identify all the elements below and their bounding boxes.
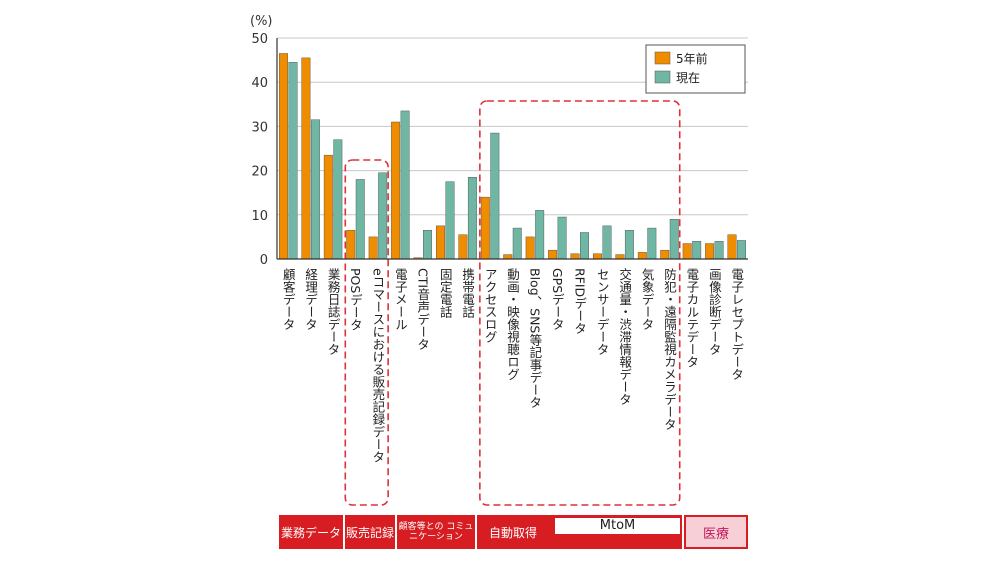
bar: [503, 254, 513, 260]
bar: [570, 253, 580, 260]
bar: [602, 225, 612, 260]
bar: [615, 254, 625, 260]
bar: [310, 119, 320, 260]
bar: [737, 240, 746, 260]
category-label: eコマースにおける販売記録データ: [370, 268, 385, 463]
category-label: CTI音声データ: [415, 268, 430, 351]
category-label: 動画・映像視聴ログ: [505, 268, 520, 381]
category-label: 電子メール: [393, 268, 408, 331]
category-label: 交通量・渋滞情報データ: [617, 267, 632, 406]
category-label: 経理データ: [303, 268, 318, 331]
bar: [525, 236, 535, 260]
bar: [580, 232, 589, 260]
bar: [378, 172, 388, 260]
bar: [637, 252, 647, 260]
y-axis-ticks: 0 10 20 30 40 50: [251, 32, 268, 268]
group-label-sales: 販売記録: [345, 515, 395, 549]
group-label-medical: 医療: [684, 515, 748, 549]
y-tick-label: 20: [251, 165, 268, 180]
bar: [467, 177, 477, 260]
bar: [355, 179, 365, 260]
bar: [423, 230, 432, 260]
bar: [445, 181, 455, 260]
legend-swatch-5years-ago: [654, 51, 671, 65]
bar: [279, 53, 288, 260]
category-label: 固定電話: [438, 268, 453, 319]
bar: [692, 241, 702, 260]
category-label: センサーデータ: [595, 268, 610, 356]
y-tick-label: 0: [260, 253, 268, 268]
bar: [548, 249, 558, 260]
y-tick-label: 10: [251, 209, 268, 224]
group-highlight-boxes: [344, 100, 681, 506]
legend-swatch-now: [654, 70, 671, 84]
bar: [557, 216, 567, 260]
y-tick-label: 50: [251, 32, 268, 47]
bar: [535, 210, 545, 260]
group-label-customer-communication: 顧客等との コミュニケーション: [397, 515, 475, 549]
category-label: 電子カルテデータ: [684, 268, 699, 368]
category-label: GPSデータ: [550, 268, 565, 331]
bar: [682, 243, 692, 260]
bar: [400, 110, 410, 260]
legend-label-5years-ago: 5年前: [676, 51, 708, 66]
bar: [490, 132, 500, 260]
y-tick-label: 30: [251, 120, 268, 135]
group-highlight-box: [479, 100, 681, 506]
bar: [512, 227, 522, 260]
y-tick-label: 40: [251, 76, 268, 91]
bar: [705, 243, 715, 260]
legend: 5年前 現在: [645, 44, 746, 94]
bar: [458, 234, 468, 260]
bar: [714, 241, 724, 260]
group-sublabel-mtom: MtoM: [555, 518, 680, 534]
bar: [436, 225, 445, 260]
category-label: 気象データ: [640, 267, 655, 331]
bar: [647, 227, 657, 260]
category-label: 顧客データ: [281, 267, 296, 331]
bar: [323, 154, 333, 260]
bar: [624, 230, 634, 260]
category-label: RFIDデータ: [572, 268, 587, 335]
category-label: 画像診断データ: [707, 268, 722, 356]
category-label: POSデータ: [348, 268, 363, 331]
bar: [368, 236, 378, 260]
category-label: 防犯・遠隔監視カメラデータ: [662, 267, 677, 431]
category-label: Blog、SNS等記事データ: [527, 268, 542, 408]
group-highlight-box: [344, 159, 389, 506]
bar: [669, 219, 679, 260]
category-label: アクセスログ: [483, 268, 498, 343]
category-label: 電子レセプトデータ: [729, 268, 744, 381]
bar: [301, 57, 311, 260]
legend-label-now: 現在: [676, 71, 700, 85]
category-labels: 顧客データ 経理データ 業務日誌データ POSデータ eコマースにおける販売記録データ電…: [281, 267, 745, 463]
bar: [660, 249, 670, 260]
bar: [593, 253, 602, 260]
gridlines: [276, 37, 748, 259]
group-label-business: 業務データ: [279, 515, 343, 549]
bar: [346, 230, 356, 260]
category-label: 業務日誌データ: [326, 267, 341, 356]
bar: [333, 139, 343, 260]
bar: [480, 196, 490, 260]
y-axis-unit: (%): [250, 14, 273, 29]
bar: [727, 234, 737, 260]
category-label: 携帯電話: [460, 267, 475, 319]
bar: [288, 62, 298, 260]
bar: [391, 121, 401, 260]
